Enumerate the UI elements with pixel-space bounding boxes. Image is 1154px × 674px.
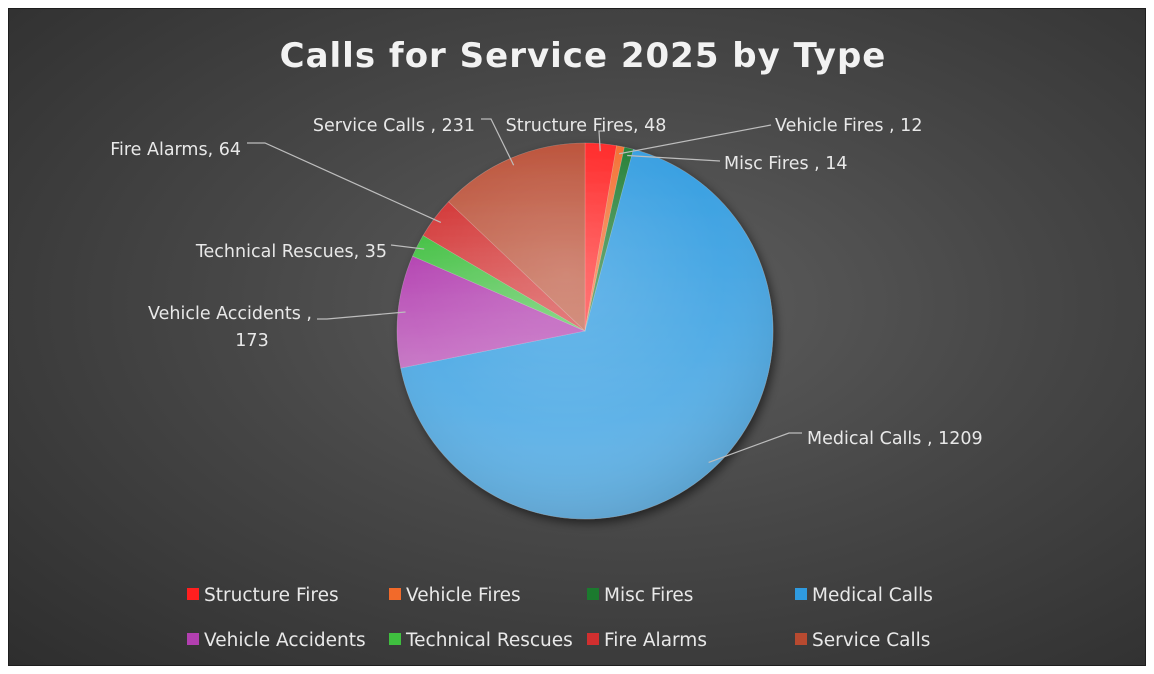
pie-chart: Calls for Service 2025 by Type Structure…	[110, 36, 982, 651]
legend-item-misc-fires: Misc Fires	[587, 585, 693, 606]
legend-swatch-fire-alarms	[587, 633, 599, 645]
leader-vehicle-accidents	[317, 311, 406, 320]
legend-label-medical-calls: Medical Calls	[812, 585, 933, 606]
data-label-vehicle-fires: Vehicle Fires , 12	[775, 116, 922, 136]
leader-misc-fires	[627, 154, 721, 162]
data-label-fire-alarms: Fire Alarms, 64	[110, 140, 241, 160]
pie-slices	[396, 142, 774, 520]
data-label-misc-fires: Misc Fires , 14	[724, 154, 848, 174]
legend-swatch-structure-fires	[187, 588, 199, 600]
legend-item-technical-rescues: Technical Rescues	[389, 630, 573, 651]
legend-swatch-medical-calls	[795, 588, 807, 600]
legend-item-vehicle-accidents: Vehicle Accidents	[187, 630, 366, 651]
leader-fire-alarms	[247, 142, 442, 223]
legend: Structure Fires Vehicle Fires Misc Fires Me…	[187, 585, 933, 651]
legend-label-vehicle-accidents: Vehicle Accidents	[204, 630, 366, 651]
leader-medical-calls	[708, 432, 802, 464]
legend-label-technical-rescues: Technical Rescues	[405, 630, 573, 651]
legend-label-fire-alarms: Fire Alarms	[604, 630, 707, 651]
data-labels: Structure Fires, 48 Vehicle Fires , 12 Mis…	[110, 116, 982, 449]
leader-structure-fires	[598, 130, 605, 152]
legend-item-service-calls: Service Calls	[795, 630, 930, 651]
legend-label-service-calls: Service Calls	[812, 630, 930, 651]
legend-label-vehicle-fires: Vehicle Fires	[406, 585, 521, 606]
data-label-structure-fires: Structure Fires, 48	[506, 116, 667, 136]
legend-label-misc-fires: Misc Fires	[604, 585, 693, 606]
data-label-service-calls: Service Calls , 231	[313, 116, 475, 136]
legend-item-vehicle-fires: Vehicle Fires	[389, 585, 521, 606]
legend-label-structure-fires: Structure Fires	[204, 585, 339, 606]
leader-service-calls	[481, 118, 515, 166]
legend-item-medical-calls: Medical Calls	[795, 585, 933, 606]
legend-swatch-misc-fires	[587, 588, 599, 600]
leader-vehicle-fires	[618, 124, 772, 155]
data-label-vehicle-accidents: Vehicle Accidents , 173	[148, 304, 312, 351]
chart-title: Calls for Service 2025 by Type	[280, 36, 887, 76]
legend-swatch-vehicle-accidents	[187, 633, 199, 645]
legend-swatch-technical-rescues	[389, 633, 401, 645]
legend-item-structure-fires: Structure Fires	[187, 585, 339, 606]
leader-lines	[247, 118, 802, 464]
data-label-medical-calls: Medical Calls , 1209	[807, 429, 983, 449]
data-label-technical-rescues: Technical Rescues, 35	[195, 242, 387, 262]
legend-item-fire-alarms: Fire Alarms	[587, 630, 707, 651]
legend-swatch-vehicle-fires	[389, 588, 401, 600]
legend-swatch-service-calls	[795, 633, 807, 645]
leader-technical-rescues	[390, 244, 425, 250]
chart-area: Calls for Service 2025 by Type Structure…	[8, 8, 1146, 666]
